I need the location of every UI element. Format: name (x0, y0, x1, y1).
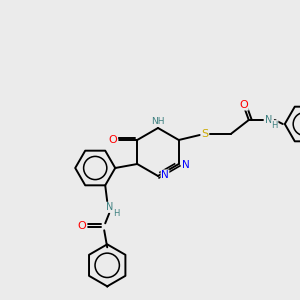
Text: NH: NH (151, 116, 165, 125)
Text: N: N (161, 170, 169, 180)
Text: O: O (78, 221, 87, 231)
Text: S: S (201, 129, 208, 139)
Text: H: H (272, 121, 278, 130)
Text: N: N (265, 115, 272, 125)
Text: N: N (106, 202, 113, 212)
Text: O: O (109, 135, 118, 145)
Text: O: O (239, 100, 248, 110)
Text: H: H (113, 209, 119, 218)
Text: N: N (182, 160, 190, 170)
